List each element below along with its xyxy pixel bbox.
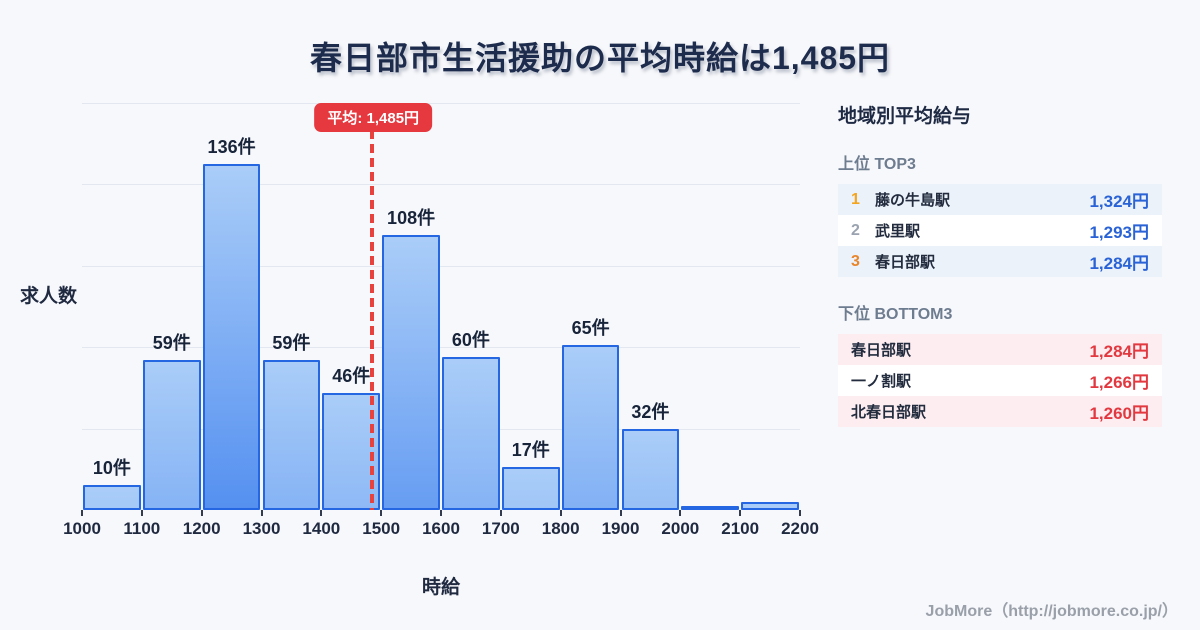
x-axis-tick-label: 1600 [422, 519, 460, 538]
x-axis-tick-label: 1000 [63, 519, 101, 538]
salary-value: 1,293円 [1089, 223, 1149, 242]
salary-value: 1,266円 [1089, 373, 1149, 392]
x-axis-tick-label: 1800 [541, 519, 580, 538]
bar-value-label: 59件 [152, 332, 191, 353]
region-salary-sidebar: 地域別平均給与 上位 TOP3 1 藤の牛島駅 1,324円 2 武里駅 1,2… [838, 101, 1162, 450]
bar-value-label: 108件 [387, 208, 436, 229]
salary-value: 1,284円 [1089, 254, 1149, 273]
average-line [370, 130, 375, 510]
histogram-plot-area: 平均: 1,485円 10件 59件 136件 59件 46件 108件 60件 17件 65件… [63, 103, 819, 538]
bar-value-label: 32件 [631, 401, 670, 422]
salary-value: 1,324円 [1089, 192, 1149, 211]
bar-value-label: 59件 [272, 332, 311, 353]
station-name: 春日部駅 [851, 342, 912, 359]
histogram-bar [561, 344, 620, 510]
table-row: 一ノ割駅 1,266円 [838, 365, 1162, 396]
station-name: 一ノ割駅 [851, 373, 912, 390]
bar-value-label: 17件 [511, 439, 550, 460]
footer-credit: JobMore（http://jobmore.co.jp/） [925, 603, 1178, 620]
salary-value: 1,284円 [1089, 342, 1149, 361]
histogram-bar [382, 235, 440, 510]
bar-value-label: 65件 [571, 317, 610, 338]
x-axis-tick-label: 1100 [123, 519, 161, 538]
gridline [82, 184, 800, 186]
x-axis-tick [380, 510, 383, 516]
x-axis-tick-label: 1900 [601, 519, 640, 538]
bottom3-heading: 下位 BOTTOM3 [838, 306, 953, 323]
bar-value-label: 60件 [451, 330, 490, 351]
table-row: 春日部駅 1,284円 [838, 334, 1162, 365]
bar-value-label: 136件 [207, 137, 256, 158]
gridline [82, 428, 800, 430]
x-axis-tick-label: 1400 [302, 519, 341, 538]
table-row: 北春日部駅 1,260円 [838, 396, 1162, 427]
x-axis-tick [200, 510, 203, 516]
gridline [82, 265, 800, 267]
bar-value-label: 46件 [332, 366, 371, 386]
histogram-bar [202, 164, 261, 510]
histogram-bar [741, 502, 799, 510]
y-axis-title: 求人数 [20, 286, 78, 307]
rank-number: 2 [851, 221, 860, 239]
rank-number: 3 [851, 252, 860, 270]
average-badge: 平均: 1,485円 [314, 103, 433, 132]
x-axis-tick [81, 510, 83, 516]
x-axis-tick-label: 2200 [781, 519, 819, 538]
x-axis-tick [679, 510, 682, 516]
histogram-bar [621, 428, 680, 510]
station-name: 藤の牛島駅 [875, 192, 951, 209]
page-title: 春日部市生活援助の平均時給は1,485円 [309, 40, 891, 76]
histogram-bar [262, 359, 321, 510]
bottom3-table: 春日部駅 1,284円 一ノ割駅 1,266円 北春日部駅 1,260円 [838, 334, 1162, 427]
table-row: 2 武里駅 1,293円 [838, 215, 1162, 246]
histogram-bar [83, 484, 141, 510]
gridline [82, 103, 800, 104]
bar-value-label: 10件 [92, 457, 131, 478]
x-axis-tick [739, 510, 742, 516]
x-axis-tick [619, 510, 622, 516]
station-name: 武里駅 [875, 223, 921, 240]
top3-heading: 上位 TOP3 [838, 156, 916, 173]
salary-value: 1,260円 [1089, 404, 1149, 423]
x-axis-tick-label: 1700 [481, 519, 520, 538]
x-axis-title: 時給 [421, 577, 461, 598]
histogram-bar [501, 466, 560, 510]
x-axis-tick [140, 510, 143, 516]
x-axis-tick [799, 510, 801, 516]
x-axis-tick [559, 510, 562, 516]
sidebar-heading: 地域別平均給与 [838, 106, 972, 127]
x-axis-tick-label: 2000 [661, 519, 700, 538]
x-axis-tick [320, 510, 323, 516]
x-axis-tick [260, 510, 263, 516]
histogram-bar [681, 506, 740, 510]
gridline [82, 347, 800, 349]
station-name: 春日部駅 [875, 254, 936, 271]
x-axis-tick-label: 2100 [721, 519, 760, 538]
histogram-bar [442, 357, 500, 510]
station-name: 北春日部駅 [851, 404, 927, 421]
x-axis-tick-label: 1300 [242, 519, 281, 538]
rank-number: 1 [851, 190, 860, 208]
table-row: 1 藤の牛島駅 1,324円 [838, 184, 1162, 215]
x-axis-tick [499, 510, 502, 516]
top3-table: 1 藤の牛島駅 1,324円 2 武里駅 1,293円 3 春日部駅 1,284… [838, 184, 1162, 277]
x-axis-tick-label: 1500 [362, 519, 401, 538]
table-row: 3 春日部駅 1,284円 [838, 246, 1162, 277]
x-axis-tick [440, 510, 442, 516]
histogram-bar [142, 359, 201, 510]
x-axis-tick-label: 1200 [182, 519, 221, 538]
